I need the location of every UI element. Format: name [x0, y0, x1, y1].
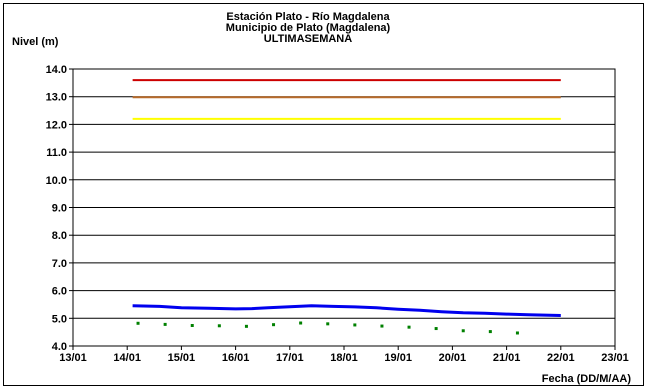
forecast-point — [190, 324, 194, 328]
x-tick-label: 17/01 — [276, 352, 304, 364]
forecast-point — [163, 322, 167, 326]
x-tick-labels: 13/01 14/01 15/01 16/01 17/01 18/01 19/01 20/01… — [59, 346, 629, 364]
x-tick-label: 15/01 — [168, 352, 196, 364]
x-tick-label: 23/01 — [601, 352, 629, 364]
forecast-point — [407, 325, 411, 329]
threshold-lines — [132, 79, 561, 120]
forecast-point — [326, 322, 330, 326]
forecast-point — [380, 324, 384, 328]
chart-title-line-1: Estación Plato - Río Magdalena — [226, 11, 390, 23]
y-tick-label: 14.0 — [46, 64, 67, 76]
y-tick-label: 11.0 — [46, 147, 67, 159]
series-layer — [132, 304, 561, 335]
y-tick-label: 7.0 — [52, 258, 67, 270]
forecast-point — [461, 329, 465, 333]
y-tick-label: 9.0 — [52, 203, 67, 215]
x-tick-label: 14/01 — [113, 352, 141, 364]
forecast-point — [353, 323, 357, 327]
x-tick-label: 13/01 — [59, 352, 87, 364]
y-tick-labels: 4.0 5.0 6.0 7.0 8.0 9.0 10.0 11.0 12.0 13.0 14.0 — [46, 64, 73, 353]
forecast-point — [244, 324, 248, 328]
y-tick-label: 10.0 — [46, 175, 67, 187]
forecast-point — [488, 330, 492, 334]
x-tick-label: 19/01 — [384, 352, 412, 364]
x-tick-label: 18/01 — [330, 352, 358, 364]
y-tick-label: 12.0 — [46, 119, 67, 131]
y-tick-label: 5.0 — [52, 313, 67, 325]
forecast-point — [272, 323, 276, 327]
x-axis-label: Fecha (DD/M/AA) — [542, 373, 632, 385]
forecast-point — [217, 324, 221, 328]
chart-title-line-2: Municipio de Plato (Magdalena) — [226, 22, 391, 34]
x-tick-label: 21/01 — [493, 352, 521, 364]
level-series-line — [132, 304, 561, 317]
x-tick-label: 22/01 — [547, 352, 575, 364]
y-tick-label: 4.0 — [52, 341, 67, 353]
chart-frame — [3, 3, 644, 386]
forecast-point — [136, 321, 140, 325]
forecast-point — [515, 331, 519, 335]
x-tick-label: 20/01 — [439, 352, 467, 364]
grid — [73, 96, 615, 319]
y-axis-label: Nivel (m) — [12, 36, 59, 48]
chart-title-line-3: ULTIMASEMANA — [264, 33, 352, 45]
x-tick-label: 16/01 — [222, 352, 250, 364]
y-tick-label: 8.0 — [52, 230, 67, 242]
y-tick-label: 6.0 — [52, 286, 67, 298]
forecast-point — [299, 321, 303, 325]
y-tick-label: 13.0 — [46, 92, 67, 104]
forecast-point — [434, 327, 438, 331]
